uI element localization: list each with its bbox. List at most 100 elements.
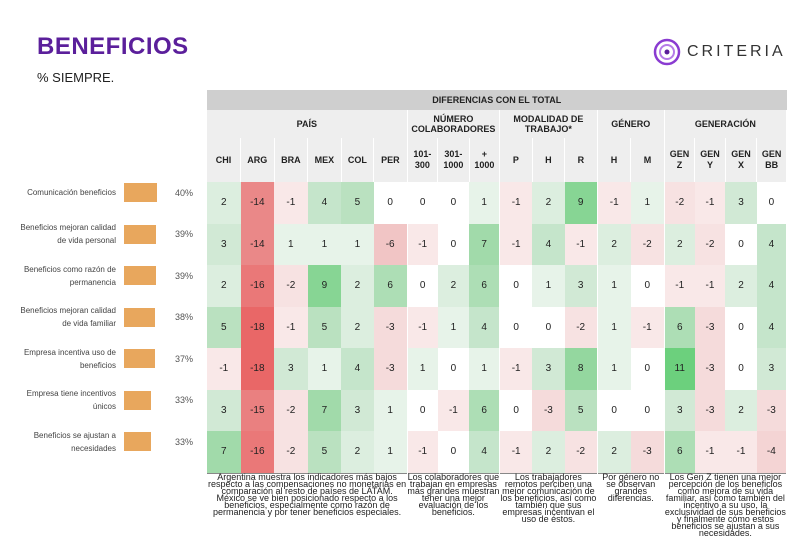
value-cell: 2	[664, 223, 695, 265]
column-header: R	[564, 138, 598, 182]
table-row: 3 -15 -2 7 3 1 0 -1 6 0 -3 5 0 0 3 -3 2 -3	[207, 389, 787, 431]
value-cell: 2	[725, 389, 757, 431]
value-cell: 8	[564, 348, 598, 390]
value-cell: 4	[341, 348, 374, 390]
value-cell: -14	[240, 223, 275, 265]
value-cell: 6	[664, 306, 695, 348]
percent-bar	[124, 224, 157, 244]
metric-row: Comunicación beneficios 40%	[16, 172, 193, 214]
value-cell: 0	[407, 265, 438, 307]
value-cell: 1	[373, 431, 408, 473]
metric-row: Empresa tiene incentivos únicos 33%	[16, 380, 193, 422]
percent-label: 38%	[174, 312, 193, 323]
value-cell: -14	[240, 182, 275, 224]
percent-label: 33%	[174, 395, 193, 406]
table-row: 2 -14 -1 4 5 0 0 0 1 -1 2 9 -1 1 -2 -1 3 0	[207, 182, 787, 224]
value-cell: 0	[725, 223, 757, 265]
value-cell: 5	[207, 306, 241, 348]
group-header: GENERACIÓN	[664, 110, 788, 138]
value-cell: -3	[694, 389, 726, 431]
value-cell: 0	[407, 389, 438, 431]
value-cell: 1	[630, 182, 665, 224]
column-header: H	[597, 138, 632, 182]
brand-logo: CRITERIA	[653, 38, 786, 66]
value-cell: -1	[499, 223, 533, 265]
value-cell: 2	[532, 431, 565, 473]
group-note: Por género no se observan grandes difere…	[597, 472, 665, 537]
value-cell: -3	[756, 389, 787, 431]
value-cell: 0	[499, 389, 533, 431]
value-cell: -3	[532, 389, 565, 431]
value-cell: 0	[407, 182, 438, 224]
value-cell: 2	[532, 182, 565, 224]
column-header: H	[532, 138, 566, 182]
table-super-header: DIFERENCIAS CON EL TOTAL	[207, 90, 787, 110]
table-row: -1 -18 3 1 4 -3 1 0 1 -1 3 8 1 0 11 -3 0 3	[207, 348, 787, 390]
group-header: GÉNERO	[597, 110, 665, 138]
value-cell: 6	[664, 431, 695, 473]
metric-row: Empresa incentiva uso de beneficios 37%	[16, 338, 193, 380]
table-row: 7 -16 -2 5 2 1 -1 0 4 -1 2 -2 2 -3 6 -1 -1 -4	[207, 431, 787, 473]
value-cell: 7	[207, 431, 241, 473]
value-cell: 3	[725, 182, 757, 224]
value-cell: 4	[469, 306, 501, 348]
value-cell: -1	[274, 182, 308, 224]
metric-label: Beneficios mejoran calidad de vida perso…	[20, 223, 116, 246]
column-header: MEX	[307, 138, 342, 182]
value-cell: 3	[341, 389, 374, 431]
value-cell: 9	[564, 182, 598, 224]
value-cell: 0	[532, 306, 565, 348]
value-cell: 1	[469, 348, 501, 390]
value-cell: -6	[373, 223, 408, 265]
value-cell: 1	[469, 182, 501, 224]
value-cell: 5	[341, 182, 374, 224]
value-cell: -1	[664, 265, 695, 307]
value-cell: 5	[307, 306, 342, 348]
value-cell: 0	[630, 348, 665, 390]
value-cell: 3	[756, 348, 787, 390]
percent-bar	[124, 390, 152, 410]
value-cell: 6	[469, 389, 501, 431]
value-cell: 1	[373, 389, 408, 431]
column-header: PER	[373, 138, 408, 182]
column-header: P	[499, 138, 533, 182]
value-cell: 2	[341, 265, 374, 307]
percent-label: 37%	[174, 353, 193, 364]
column-header: ARG	[240, 138, 275, 182]
value-cell: 11	[664, 348, 695, 390]
percent-bar	[124, 307, 156, 327]
metric-label: Beneficios mejoran calidad de vida famil…	[20, 306, 116, 329]
metric-label: Beneficios como razón de permanencia	[23, 264, 116, 287]
value-cell: 1	[597, 265, 631, 307]
value-cell: -3	[694, 306, 726, 348]
value-cell: 6	[469, 265, 501, 307]
group-header: MODALIDAD DE TRABAJO*	[499, 110, 598, 138]
value-cell: -2	[274, 265, 308, 307]
table-row: 5 -18 -1 5 2 -3 -1 1 4 0 0 -2 1 -1 6 -3 0 4	[207, 306, 787, 348]
column-header: GEN X	[725, 138, 758, 182]
percent-label: 33%	[174, 436, 193, 447]
value-cell: -1	[499, 348, 533, 390]
value-cell: 2	[207, 265, 241, 307]
criteria-logo-icon	[653, 38, 681, 66]
value-cell: -1	[499, 182, 533, 224]
value-cell: 2	[597, 223, 631, 265]
column-header: M	[630, 138, 665, 182]
metric-label: Empresa tiene incentivos únicos	[26, 389, 116, 412]
value-cell: -1	[725, 431, 757, 473]
value-cell: 0	[373, 182, 408, 224]
value-cell: 3	[207, 389, 241, 431]
group-note: Los colaboradores que trabajan en empres…	[407, 472, 500, 537]
percent-bar	[124, 266, 157, 286]
value-cell: -16	[240, 431, 275, 473]
metric-label: Empresa incentiva uso de beneficios	[23, 347, 116, 370]
value-cell: 1	[597, 306, 631, 348]
column-header: GEN Y	[694, 138, 726, 182]
value-cell: -1	[407, 223, 438, 265]
value-cell: -1	[694, 182, 726, 224]
metric-row: Beneficios como razón de permanencia 39%	[16, 255, 193, 297]
value-cell: 4	[469, 431, 501, 473]
value-cell: 3	[532, 348, 565, 390]
value-cell: 2	[341, 306, 374, 348]
group-header: PAÍS	[207, 110, 408, 138]
